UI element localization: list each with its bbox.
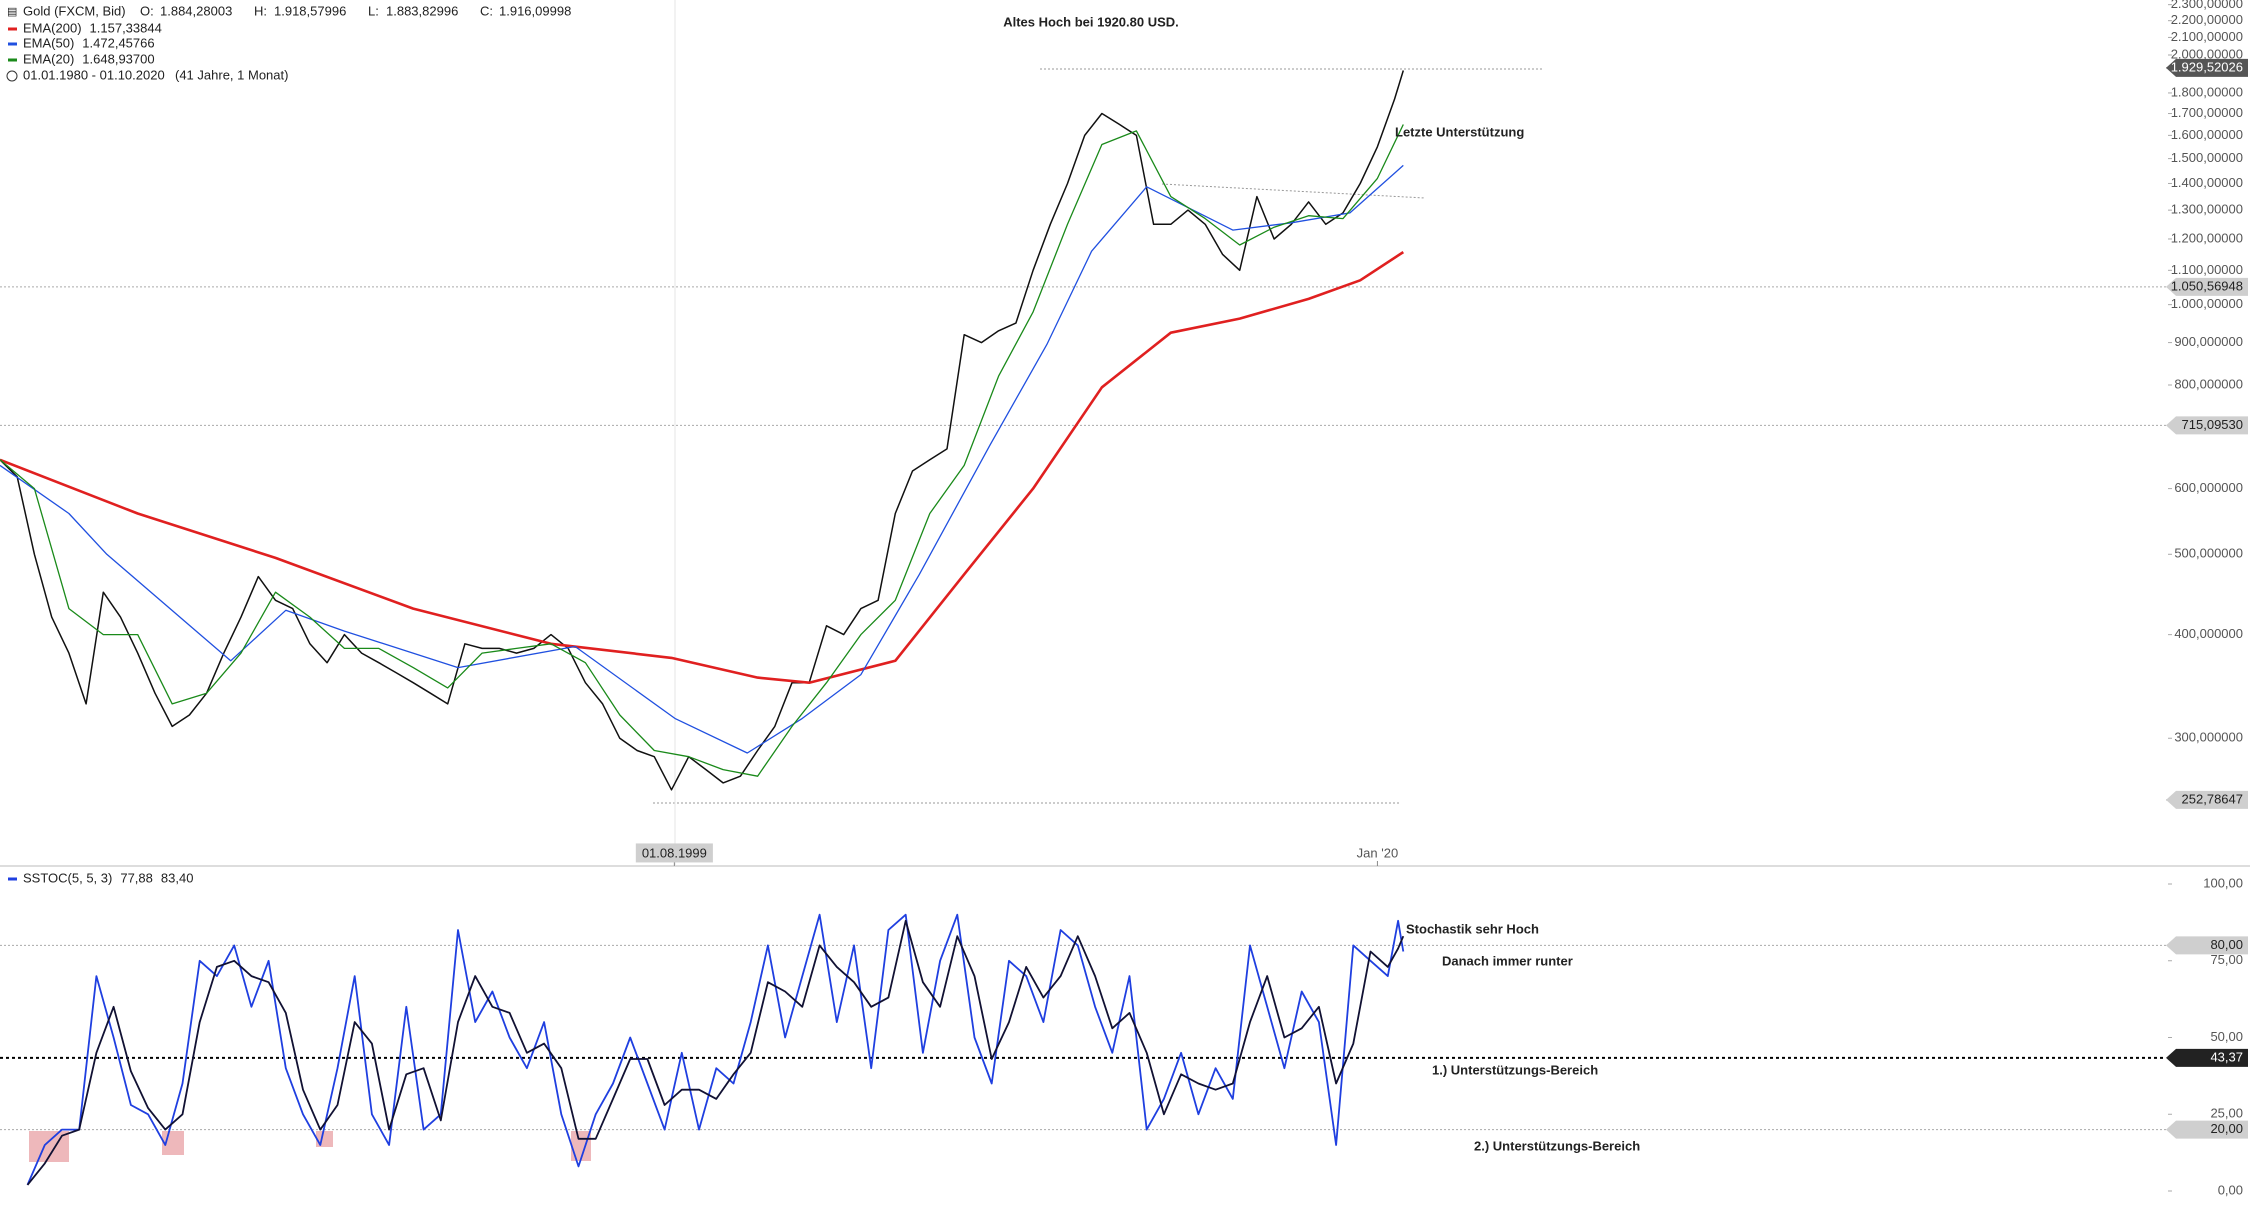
icon: ▤ [7,6,17,18]
y-tick-label: 1.000,00000 [2171,296,2243,311]
level-label: 715,09530 [2182,417,2243,432]
annotation: 2.) Unterstützungs-Bereich [1474,1138,1640,1153]
annotation: Altes Hoch bei 1920.80 USD. [1003,14,1179,29]
y-tick-label: 800,000000 [2174,376,2243,391]
annotation: Letzte Unterstützung [1395,124,1524,139]
y-tick-label: 1.800,00000 [2171,84,2243,99]
level-label: 1.050,56948 [2171,278,2243,293]
clock-icon [6,70,18,82]
level-label: 1.929,52026 [2171,59,2243,74]
level-box [2166,1120,2248,1139]
level-label: 80,00 [2210,937,2243,952]
legend-value: 1.157,33844 [90,20,162,35]
series-line [0,164,1404,754]
annotation: 1.) Unterstützungs-Bereich [1432,1062,1598,1077]
ohlc-label: O: [140,3,154,18]
legend-name: EMA(200) [23,20,82,35]
legend-value: 77,88 [120,870,153,885]
legend-name: EMA(50) [23,35,74,50]
instrument: Gold (FXCM, Bid) [23,3,126,18]
y-tick-label: 100,00 [2203,875,2243,890]
level-box [2166,1048,2248,1067]
ohlc-label: H: [254,3,267,18]
y-tick-label: 75,00 [2210,952,2243,967]
ohlc-value: 1.883,82996 [386,3,458,18]
series-line [26,919,1405,1186]
legend-value: 83,40 [161,870,194,885]
y-tick-label: 50,00 [2210,1029,2243,1044]
legend-name: EMA(20) [23,51,74,66]
legend-name: SSTOC(5, 5, 3) [23,870,112,885]
annotation: Stochastik sehr Hoch [1406,921,1539,936]
level-label: 20,00 [2210,1121,2243,1136]
y-tick-label: 0,00 [2218,1182,2243,1197]
y-tick-label: 900,000000 [2174,334,2243,349]
ohlc-value: 1.916,09998 [499,3,571,18]
zone [316,1131,333,1147]
legend-value: 1.472,45766 [82,35,154,50]
series-line [0,251,1405,684]
y-tick-label: 1.700,00000 [2171,105,2243,120]
legend-value: 1.648,93700 [82,51,154,66]
ohlc-value: 1.918,57996 [274,3,346,18]
y-tick-label: 300,000000 [2174,730,2243,745]
level-box [2166,277,2248,296]
series-line [0,70,1405,791]
series-line [0,124,1404,777]
level-box [2166,416,2248,435]
x-tick-label: 01.08.1999 [642,845,707,860]
series-line [26,913,1405,1186]
y-tick-label: 1.500,00000 [2171,150,2243,165]
y-tick-label: 500,000000 [2174,546,2243,561]
date-range: 01.01.1980 - 01.10.2020 [23,67,165,82]
y-tick-label: 2.300,00000 [2171,0,2243,11]
y-tick-label: 600,000000 [2174,480,2243,495]
ohlc-label: C: [480,3,493,18]
x-tick-label: Jan '20 [1357,845,1399,860]
legend: ▤ Gold (FXCM, Bid) O: 1.884,28003 H: 1.9… [6,3,571,82]
x-tick-box [635,843,713,863]
y-tick-label: 1.300,00000 [2171,202,2243,217]
y-tick-label: 25,00 [2210,1106,2243,1121]
ohlc-value: 1.884,28003 [160,3,232,18]
level-label: 252,78647 [2182,791,2243,806]
ohlc-label: L: [368,3,379,18]
y-tick-label: 2.000,00000 [2171,46,2243,61]
y-tick-label: 1.100,00000 [2171,262,2243,277]
level-box [2166,936,2248,955]
y-tick-label: 2.200,00000 [2171,12,2243,27]
y-tick-label: 400,000000 [2174,626,2243,641]
level-box [2166,790,2248,809]
level-box [2166,58,2248,77]
y-tick-label: 1.200,00000 [2171,230,2243,245]
y-tick-label: 1.400,00000 [2171,175,2243,190]
level-label: 43,37 [2210,1049,2243,1064]
duration: (41 Jahre, 1 Monat) [175,67,288,82]
y-tick-label: 1.600,00000 [2171,127,2243,142]
y-tick-label: 2.100,00000 [2171,29,2243,44]
annotation: Danach immer runter [1442,953,1573,968]
